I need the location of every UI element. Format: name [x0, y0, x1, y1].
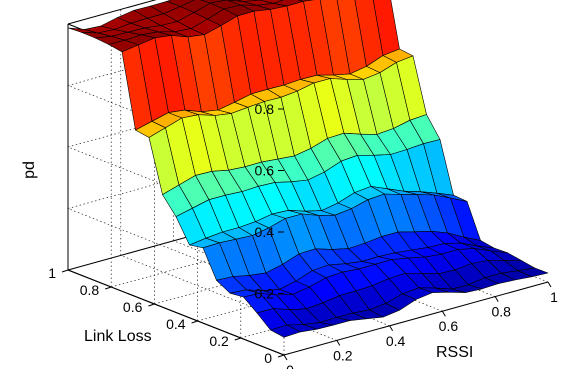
x-axis-label: RSSI [436, 344, 473, 361]
y-tick-mark [105, 286, 112, 290]
y-tick-label: 0.8 [80, 282, 100, 298]
x-tick-label: 0.6 [439, 318, 459, 334]
y-tick-label: 1 [48, 265, 56, 281]
surface-facet [259, 0, 285, 4]
x-tick-mark [494, 296, 499, 302]
y-tick-label: 0.4 [166, 316, 186, 332]
x-tick-label: 0.4 [386, 333, 406, 349]
y-tick-mark [277, 354, 285, 358]
y-tick-label: 0.6 [123, 299, 143, 315]
surface [67, 0, 549, 338]
x-tick-mark [283, 354, 288, 361]
z-tick-label: 0.2 [255, 286, 275, 302]
x-tick-mark [389, 325, 394, 332]
y-tick-label: 0.2 [209, 333, 229, 349]
x-tick-label: 0.8 [491, 304, 511, 320]
y-tick-mark [234, 337, 241, 341]
z-axis-label: pd [21, 161, 38, 179]
x-tick-label: 0 [286, 362, 294, 369]
z-tick-label: 0.6 [255, 163, 275, 179]
y-tick-mark [191, 320, 198, 324]
axes [67, 269, 549, 356]
axis-line [67, 269, 285, 356]
box-edge [67, 0, 157, 25]
tick-labels: 0 0.2 0.4 0.6 0.8 1 0 0.2 0.4 0.6 0.8 1 0.2 0.4 0.6 0.8 [48, 101, 558, 369]
y-tick-label: 0 [264, 350, 272, 366]
axis-line [283, 281, 549, 356]
grid-line [67, 208, 285, 294]
surface-facet [517, 267, 549, 278]
y-axis-label: Link Loss [84, 328, 152, 345]
x-tick-label: 0.2 [333, 347, 353, 363]
y-tick-mark [61, 269, 69, 273]
z-tick-label: 0.8 [255, 101, 275, 117]
x-tick-label: 1 [550, 289, 558, 305]
x-tick-mark [336, 340, 341, 346]
z-tick-label: 0.4 [255, 224, 275, 240]
x-tick-mark [547, 281, 552, 288]
grid-line [120, 255, 337, 341]
x-tick-mark [441, 310, 446, 317]
y-tick-mark [148, 303, 155, 307]
